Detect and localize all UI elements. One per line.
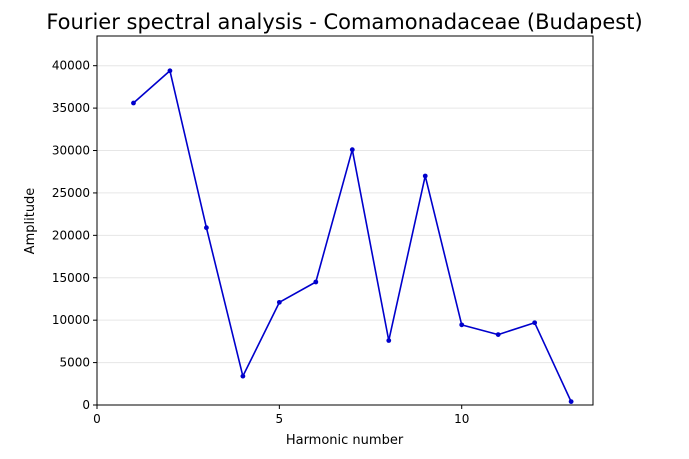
plot-frame [96,35,594,406]
data-point [131,100,136,106]
y-axis: 0 5000 10000 15000 20000 25000 30000 35000 40000 [52,59,97,412]
y-axis-label: Amplitude [23,188,38,255]
y-tick-label: 5000 [59,356,90,370]
y-tick-label: 25000 [52,186,90,200]
data-point [459,322,465,328]
series-line [132,69,572,402]
x-tick-label: 0 [93,412,101,426]
x-axis: 0 5 10 [93,405,469,426]
data-point [276,299,282,305]
y-tick-label: 40000 [52,59,90,73]
y-tick-label: 30000 [52,144,90,158]
y-tick-label: 35000 [52,101,90,115]
data-point [532,320,538,326]
data-point [240,373,246,379]
x-axis-label: Harmonic number [286,433,404,448]
data-point [349,147,355,153]
data-point [422,173,428,179]
data-point [495,332,501,337]
series-layer [131,68,574,405]
y-tick-label: 15000 [52,271,90,285]
y-tick-label: 10000 [52,313,90,327]
data-point [204,225,209,231]
data-point [313,279,319,285]
data-point [568,399,574,405]
data-point [386,338,392,343]
x-tick-label: 5 [276,412,284,426]
y-tick-label: 20000 [52,228,90,242]
x-tick-label: 10 [454,412,469,426]
data-point [167,68,173,74]
chart-title: Fourier spectral analysis - Comamonadace… [46,10,642,34]
grid-lines [97,65,593,406]
y-tick-label: 0 [82,398,90,412]
